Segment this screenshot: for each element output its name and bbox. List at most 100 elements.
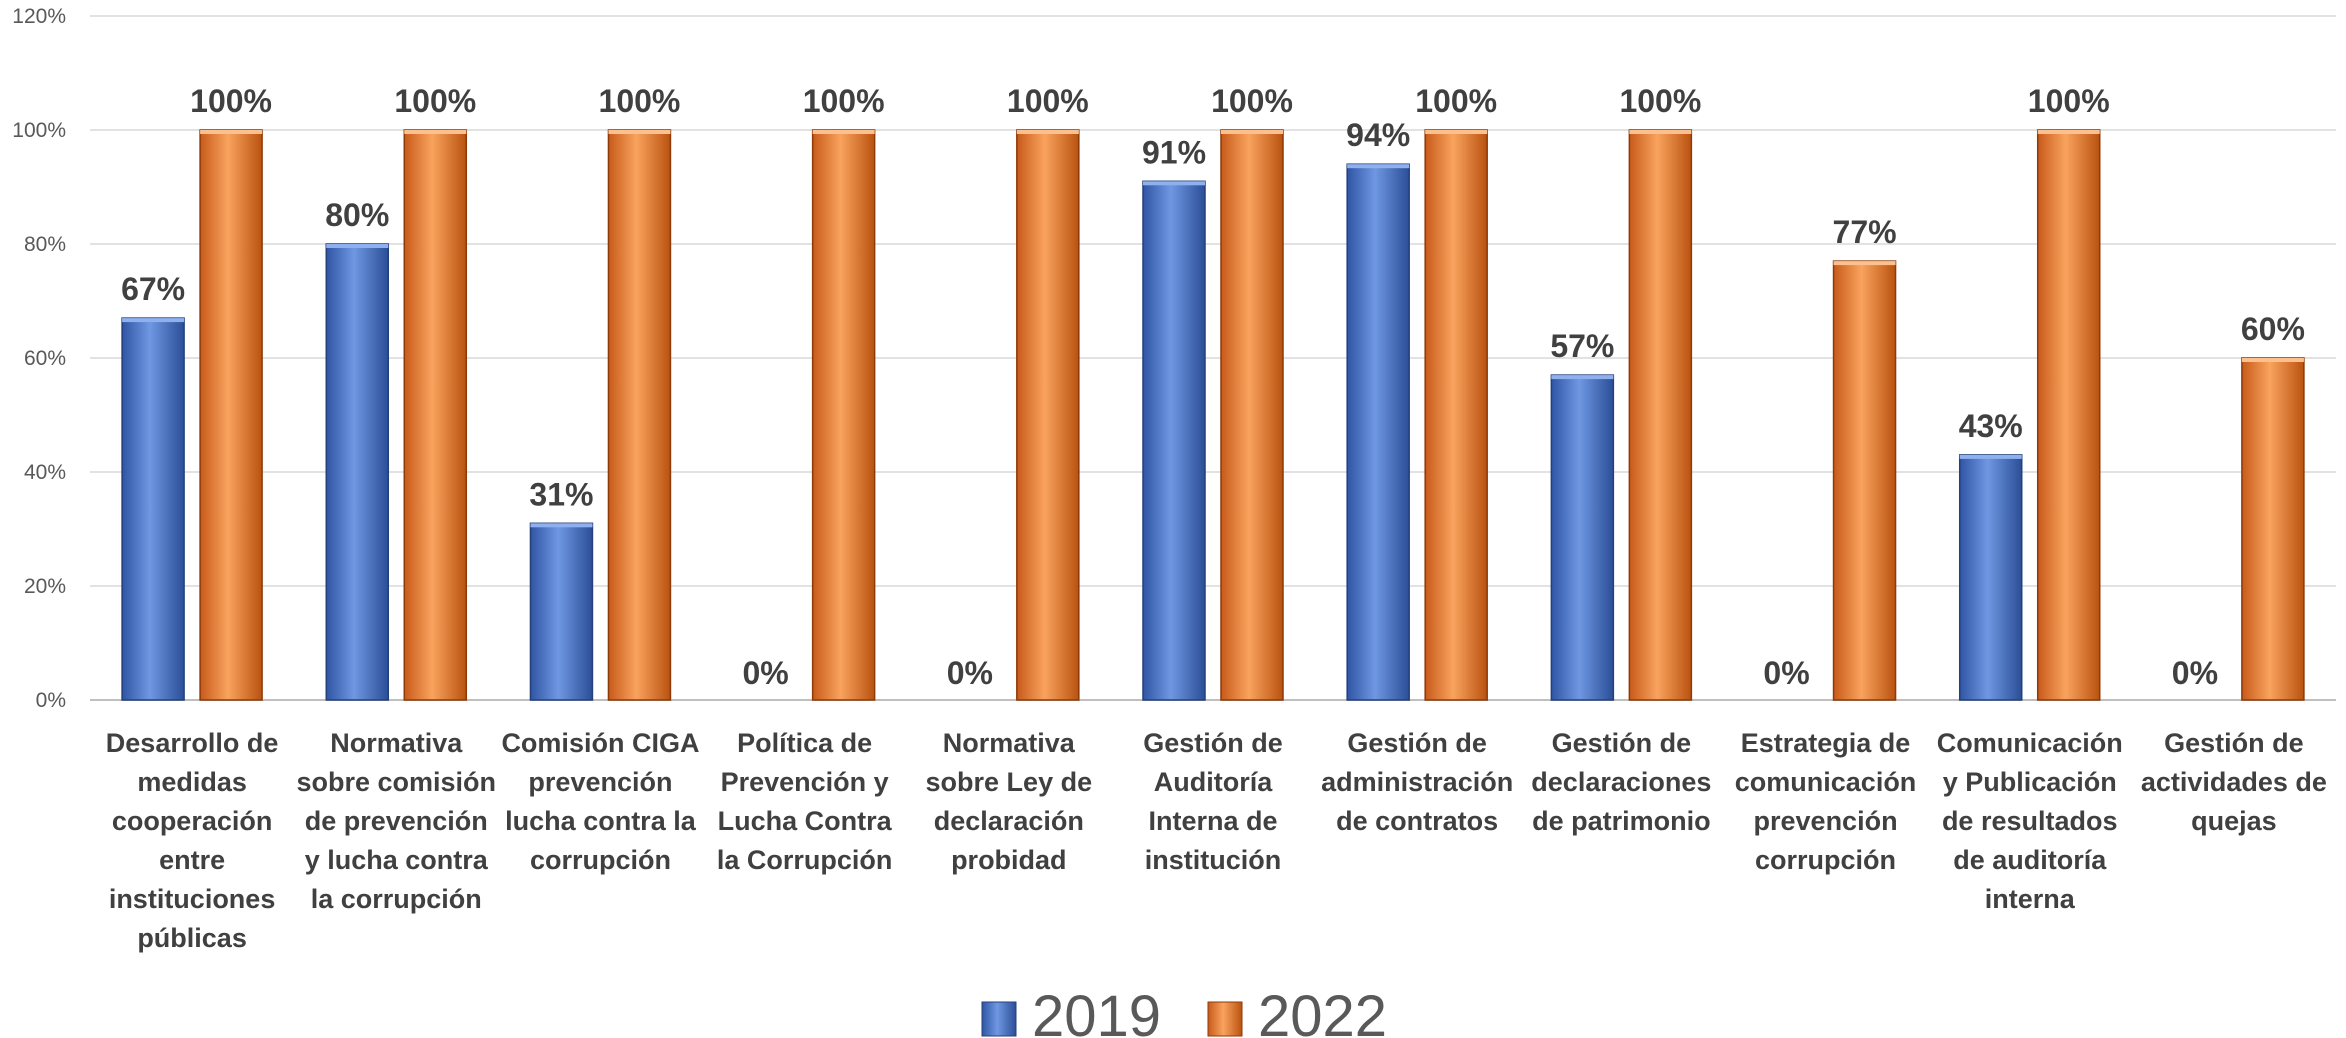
data-labels: 67%100%80%100%31%100%0%100%0%100%91%100%… [121,83,2305,691]
bar-2022-10 [2036,129,2101,701]
bar-2022-3 [607,129,672,701]
category-label-8: Gestión de declaraciones de patrimonio [1531,728,1711,836]
bar-top-highlight [1347,164,1410,169]
category-label-line: Gestión de [1347,728,1487,758]
category-label-line: de contratos [1336,806,1498,836]
category-label-line: la corrupción [311,884,482,914]
category-label-4: Política de Prevención y Lucha Contra la Co… [717,728,893,875]
bar-2022-4 [811,129,876,701]
data-label-2022-6: 100% [1211,83,1293,119]
data-label-2019-7: 94% [1346,117,1410,153]
bar-top-highlight [1143,181,1205,186]
data-label-2019-5: 0% [947,655,993,691]
category-label-line: interna [1985,884,2076,914]
bar-top-highlight [326,244,389,248]
bar-2019-6 [1142,180,1206,701]
category-label-line: comunicación [1735,767,1917,797]
bar-top-highlight [1959,454,2022,459]
category-label-2: Normativa sobre comisión de prevención y lu… [296,728,496,914]
category-label-line: Gestión de [1143,728,1283,758]
category-label-7: Gestión de administración de contratos [1321,728,1513,836]
data-label-2019-3: 31% [529,476,593,512]
bar-top-highlight [608,130,671,134]
bar-top-highlight [2241,358,2304,362]
data-label-2022-9: 77% [1833,214,1897,250]
y-tick-label: 120% [12,5,66,28]
category-label-line: administración [1321,767,1513,797]
bar-top-highlight [1629,130,1692,134]
y-tick-label: 0% [36,689,66,712]
bar-2019-1 [121,317,185,701]
bar-2022-5 [1016,129,1080,701]
category-label-line: corrupción [530,845,671,875]
category-label-line: Comunicación [1937,728,2123,758]
data-label-2022-7: 100% [1415,83,1497,119]
bar-top-highlight [812,130,875,134]
bar-top-highlight [200,130,263,134]
data-label-2022-5: 100% [1007,83,1089,119]
bar-top-highlight [1551,375,1614,380]
category-label-9: Estrategia de comunicación prevención corru… [1735,728,1917,875]
category-label-line: Gestión de [2164,728,2304,758]
category-label-line: sobre Ley de [926,767,1093,797]
bar-2022-2 [403,129,468,701]
data-label-2019-10: 43% [1959,408,2023,444]
legend-label-2019: 2019 [1032,984,1161,1038]
y-tick-label: 100% [12,119,66,142]
data-label-2022-1: 100% [190,83,272,119]
bar-top-highlight [404,130,467,134]
category-label-line: probidad [951,845,1067,875]
category-label-line: declaración [934,806,1084,836]
data-label-2019-6: 91% [1142,134,1206,170]
category-label-line: Desarrollo de [106,728,279,758]
bar-2022-1 [199,129,263,701]
bar-top-highlight [1016,130,1079,134]
data-label-2019-8: 57% [1550,328,1614,364]
category-label-line: Normativa [330,728,463,758]
bar-top-highlight [2037,130,2100,134]
data-label-2022-3: 100% [599,83,681,119]
bar-top-highlight [122,318,185,323]
category-label-line: declaraciones [1531,767,1711,797]
bar-2022-11 [2241,357,2305,701]
data-label-2022-4: 100% [803,83,885,119]
category-label-line: Interna de [1148,806,1277,836]
category-label-line: Gestión de [1552,728,1692,758]
category-label-line: y Publicación [1943,767,2117,797]
x-axis-categories: Desarrollo de medidas cooperación entre inst… [106,728,2327,953]
category-label-line: Normativa [943,728,1076,758]
data-label-2019-9: 0% [1763,655,1809,691]
category-label-line: Prevención y [721,767,889,797]
bar-2022-8 [1628,129,1693,701]
legend-swatch-2022 [1207,1001,1243,1037]
category-label-line: lucha contra la [505,806,697,836]
category-label-line: públicas [137,923,247,953]
data-label-2019-11: 0% [2172,655,2218,691]
bar-2022-6 [1220,129,1284,701]
bar-2019-7 [1346,163,1410,701]
bar-top-highlight [1425,130,1488,134]
category-label-1: Desarrollo de medidas cooperación entre inst… [106,728,279,953]
category-label-line: sobre comisión [296,767,496,797]
category-label-6: Gestión de Auditoría Interna de institución [1143,728,1283,875]
bar-2022-9 [1832,260,1897,701]
category-label-line: cooperación [112,806,273,836]
data-label-2022-11: 60% [2241,311,2305,347]
bar-2019-3 [529,522,594,701]
bars [121,129,2305,701]
category-label-line: corrupción [1755,845,1896,875]
category-label-line: prevención [1754,806,1898,836]
data-label-2022-2: 100% [394,83,476,119]
bar-top-highlight [1833,261,1896,266]
bar-top-highlight [1221,130,1283,134]
bar-2019-10 [1958,454,2023,701]
legend-label-2022: 2022 [1258,984,1387,1038]
data-label-2022-10: 100% [2028,83,2110,119]
legend-swatch-2019 [981,1001,1017,1037]
category-label-line: la Corrupción [717,845,893,875]
category-label-line: de resultados [1942,806,2118,836]
category-label-line: de prevención [305,806,488,836]
bar-2019-8 [1550,374,1615,701]
y-axis-ticks: 0% 20% 40% 60% 80% 100% 120% [12,5,66,712]
